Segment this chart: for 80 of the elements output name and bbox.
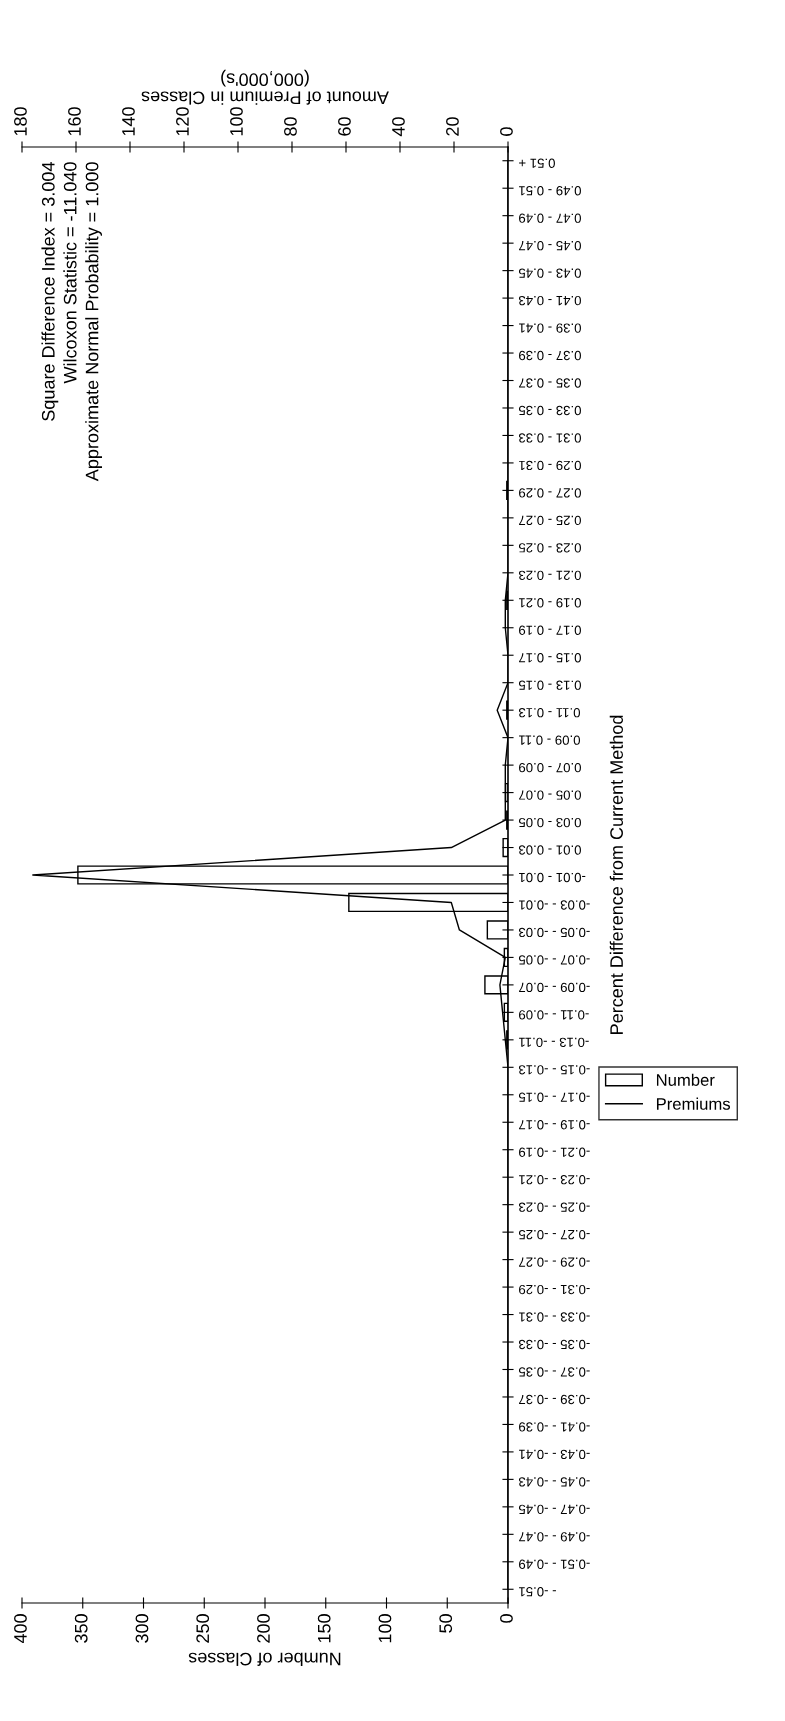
x2-tick-label: 120 — [176, 107, 189, 136]
y-tick-label: 0.19 - 0.21 — [519, 598, 581, 608]
y-tick-label: -0.33 - -0.31 — [519, 1312, 590, 1322]
x-tick-label: 150 — [317, 1614, 331, 1643]
y-tick-label: 0.31 - 0.33 — [518, 433, 581, 443]
y-tick-label: -0.45 - -0.43 — [518, 1477, 590, 1487]
x-axis-title: Number of Classes — [188, 1652, 341, 1666]
x-tick-label: 400 — [14, 1614, 27, 1644]
x-tick-label: 0 — [500, 1614, 513, 1623]
y-tick-label: 0.45 - 0.47 — [519, 240, 581, 251]
y-tick-label: -0.05 - -0.03 — [518, 927, 590, 938]
y-tick-label: 0.07 - 0.09 — [519, 762, 581, 773]
y-tick-label: -0.15 - -0.13 — [518, 1065, 590, 1075]
y-tick-label: -0.01 - 0.01 — [519, 872, 586, 883]
x-tick-label: 250 — [196, 1614, 210, 1643]
y-tick-label: 0.01 - 0.03 — [518, 845, 581, 855]
y-tick-label: 0.03 - 0.05 — [518, 817, 581, 828]
y-axis-title: Percent Difference from Current Method — [609, 715, 623, 1034]
y-tick-label: -0.35 - -0.33 — [518, 1339, 590, 1350]
x-tick-label: 100 — [378, 1614, 392, 1643]
x2-tick-label: 180 — [14, 107, 27, 136]
y-tick-label: 0.13 - 0.15 — [518, 680, 581, 690]
y-tick-label: 0.21 - 0.23 — [518, 570, 581, 580]
y-tick-label: -0.49 - -0.47 — [519, 1532, 590, 1542]
y-tick-label: 0.35 - 0.37 — [519, 378, 581, 388]
x2-tick-label: 160 — [68, 107, 81, 136]
y-tick-label: -0.43 - -0.41 — [519, 1449, 590, 1460]
y-tick-label: - -0.51 — [519, 1587, 556, 1597]
y-tick-label: 0.41 - 0.43 — [518, 295, 581, 306]
y-tick-label: 0.29 - 0.31 — [519, 460, 581, 471]
y-tick-label: -0.03 - -0.01 — [519, 900, 590, 910]
y-tick-label: -0.25 - -0.23 — [518, 1202, 590, 1212]
y-tick-label: -0.47 - -0.45 — [518, 1504, 590, 1515]
y-tick-label: -0.27 - -0.25 — [518, 1229, 590, 1240]
x2-tick-label: 80 — [284, 117, 297, 136]
y-tick-label: 0.25 - 0.27 — [519, 515, 581, 526]
y-tick-label: -0.11 - -0.09 — [519, 1010, 589, 1020]
y-tick-label: -0.19 - -0.17 — [519, 1120, 590, 1130]
y-tick-label: 0.27 - 0.29 — [519, 488, 581, 498]
y-tick-label: -0.23 - -0.21 — [519, 1175, 590, 1185]
x2-tick-label: 60 — [338, 117, 351, 136]
x2-axis-title: Amount of Premium in Classes (000,000's) — [141, 69, 389, 105]
y-tick-label: 0.49 - 0.51 — [519, 186, 581, 196]
x2-tick-label: 0 — [500, 127, 513, 136]
y-tick-label: -0.39 - -0.37 — [519, 1394, 590, 1405]
y-tick-label: 0.51 + — [519, 158, 555, 168]
x-tick-label: 350 — [74, 1614, 88, 1643]
y-tick-label: -0.41 - -0.39 — [519, 1422, 590, 1432]
y-tick-label: -0.07 - -0.05 — [518, 955, 590, 965]
y-tick-label: 0.05 - 0.07 — [519, 790, 581, 800]
legend-label: Premiums — [656, 1097, 731, 1110]
x2-tick-label: 100 — [230, 107, 243, 136]
y-tick-label: 0.47 - 0.49 — [519, 213, 581, 223]
y-tick-label: -0.13 - -0.11 — [519, 1037, 589, 1047]
y-tick-label: 0.33 - 0.35 — [518, 405, 581, 416]
y-tick-label: 0.15 - 0.17 — [519, 653, 581, 663]
y-tick-label: 0.23 - 0.25 — [518, 543, 581, 553]
y-tick-label: -0.37 - -0.35 — [518, 1367, 590, 1377]
y-tick-label: -0.29 - -0.27 — [519, 1257, 590, 1267]
y-tick-label: 0.39 - 0.41 — [519, 323, 581, 333]
y-tick-label: -0.31 - -0.29 — [519, 1284, 590, 1295]
y-tick-label: 0.17 - 0.19 — [519, 625, 581, 635]
y-tick-label: -0.17 - -0.15 — [518, 1092, 590, 1102]
annotation: Square Difference Index = 3.004 — [41, 162, 59, 421]
annotation: Wilcoxon Statistic = -11.040 — [63, 162, 77, 384]
annotation: Approximate Normal Probability = 1.000 — [85, 162, 103, 482]
y-tick-label: -0.51 - -0.49 — [519, 1559, 590, 1569]
x-tick-label: 200 — [257, 1614, 270, 1643]
x-tick-label: 50 — [439, 1614, 453, 1633]
y-tick-label: 0.11 - 0.13 — [518, 708, 581, 718]
y-tick-label: 0.09 - 0.11 — [519, 735, 581, 745]
y-tick-label: 0.43 - 0.45 — [518, 268, 581, 278]
x2-tick-label: 40 — [392, 117, 405, 137]
y-tick-label: -0.09 - -0.07 — [519, 982, 590, 993]
y-tick-label: -0.21 - -0.19 — [519, 1147, 590, 1157]
x2-tick-label: 140 — [122, 107, 135, 136]
x-tick-label: 300 — [135, 1614, 149, 1643]
x2-tick-label: 20 — [446, 117, 459, 136]
legend-label: Number — [656, 1073, 715, 1086]
y-tick-label: 0.37 - 0.39 — [519, 350, 581, 361]
